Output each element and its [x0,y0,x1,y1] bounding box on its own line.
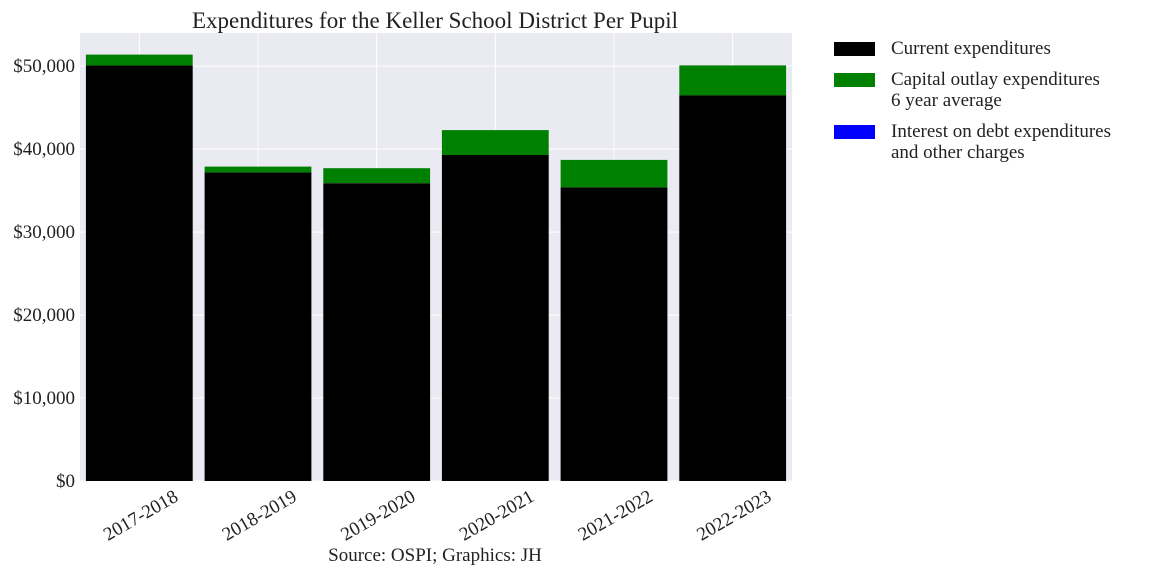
x-tick-label: 2022-2023 [693,486,775,545]
bar-series-0-2021-2022 [560,187,668,482]
y-tick-label: $40,000 [13,139,75,160]
chart-title: Expenditures for the Keller School Distr… [192,8,678,33]
bar-series-0-2017-2018 [85,65,193,482]
bar-series-1-2017-2018 [85,54,193,66]
legend-item: Interest on debt expenditures and other … [834,121,1144,163]
plot-area [80,33,792,481]
y-tick-label: $20,000 [13,305,75,326]
x-tick-label: 2021-2022 [575,486,657,545]
bar-series-0-2020-2021 [441,155,549,481]
legend-item: Capital outlay expenditures 6 year avera… [834,69,1144,111]
x-tick-label: 2019-2020 [337,486,419,545]
y-axis: $0 $10,000 $20,000 $30,000 $40,000 $50,000 [13,56,75,492]
legend-label: Current expenditures [891,38,1051,59]
source-caption: Source: OSPI; Graphics: JH [328,545,542,566]
x-tick-label: 2020-2021 [456,486,538,545]
legend-item: Current expenditures [834,38,1144,59]
y-tick-label: $0 [56,471,75,492]
bars [85,54,787,482]
bar-series-1-2021-2022 [560,159,668,188]
legend-swatch [834,42,875,56]
legend: Current expenditures Capital outlay expen… [834,38,1144,173]
legend-label: Capital outlay expenditures 6 year avera… [891,69,1100,111]
y-tick-label: $10,000 [13,388,75,409]
x-axis: 2017-2018 2018-2019 2019-2020 2020-2021 2021… [100,486,775,545]
bar-series-1-2020-2021 [441,130,549,155]
legend-label: Interest on debt expenditures and other … [891,121,1112,163]
legend-swatch [834,125,875,139]
bar-series-0-2019-2020 [323,183,431,481]
bar-series-1-2018-2019 [204,166,312,173]
bar-series-0-2018-2019 [204,172,312,481]
legend-swatch [834,73,875,87]
bar-series-1-2019-2020 [323,168,431,184]
y-tick-label: $50,000 [13,56,75,77]
bar-series-0-2022-2023 [679,95,787,481]
x-tick-label: 2018-2019 [219,486,301,545]
bar-series-1-2022-2023 [679,65,787,96]
y-tick-label: $30,000 [13,222,75,243]
x-tick-label: 2017-2018 [100,486,182,545]
